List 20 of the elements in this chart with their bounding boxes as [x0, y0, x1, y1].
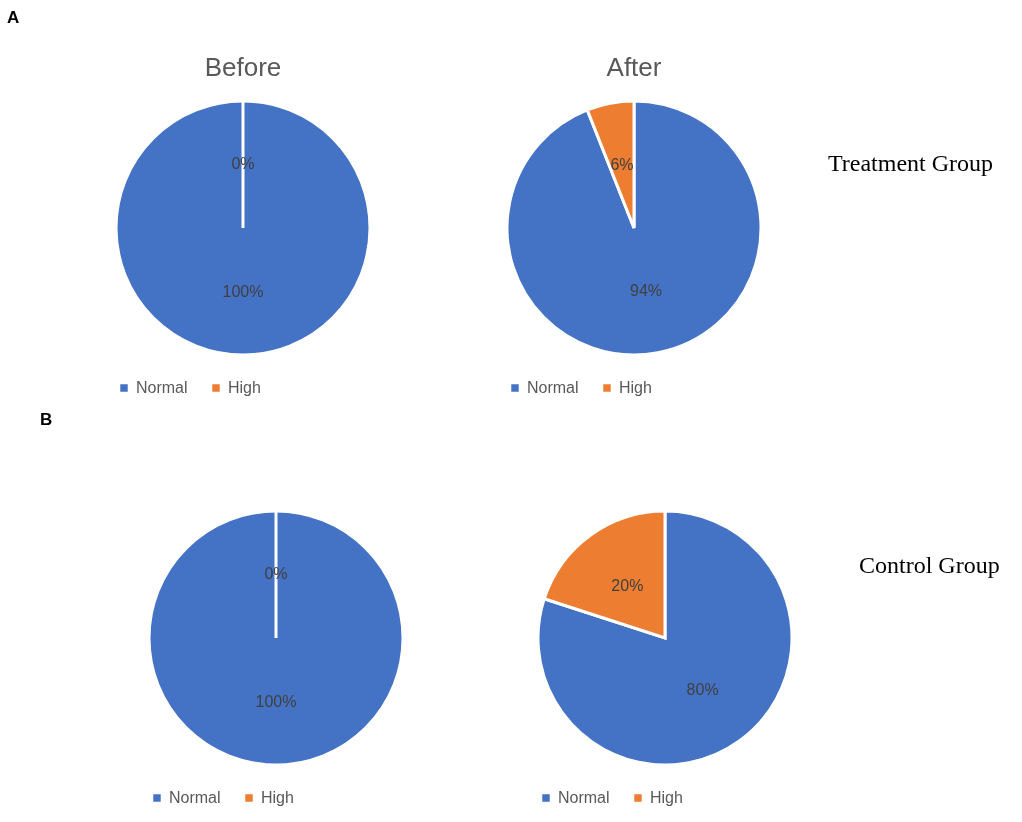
legend-label: High — [261, 789, 294, 806]
text: Treatment Group — [828, 150, 994, 177]
data-label: 20% — [611, 577, 644, 595]
data-label: 100% — [255, 693, 297, 710]
legend-label: High — [650, 789, 683, 806]
legend-label: Normal — [169, 789, 221, 806]
chart-title: Before — [204, 52, 282, 82]
data-label: 94% — [629, 281, 663, 299]
legend-label: High — [228, 379, 261, 396]
text: A — [7, 8, 20, 28]
legend-label: Normal — [136, 379, 188, 396]
chart-title: After — [606, 52, 662, 82]
text: Control Group — [859, 552, 1000, 579]
data-label: 80% — [686, 680, 719, 698]
legend-label: High — [619, 379, 652, 396]
legend-label: Normal — [558, 789, 610, 806]
pie-slice — [505, 99, 763, 357]
text: B — [40, 410, 53, 430]
legend-label: Normal — [527, 379, 579, 396]
data-label: 100% — [222, 283, 264, 300]
